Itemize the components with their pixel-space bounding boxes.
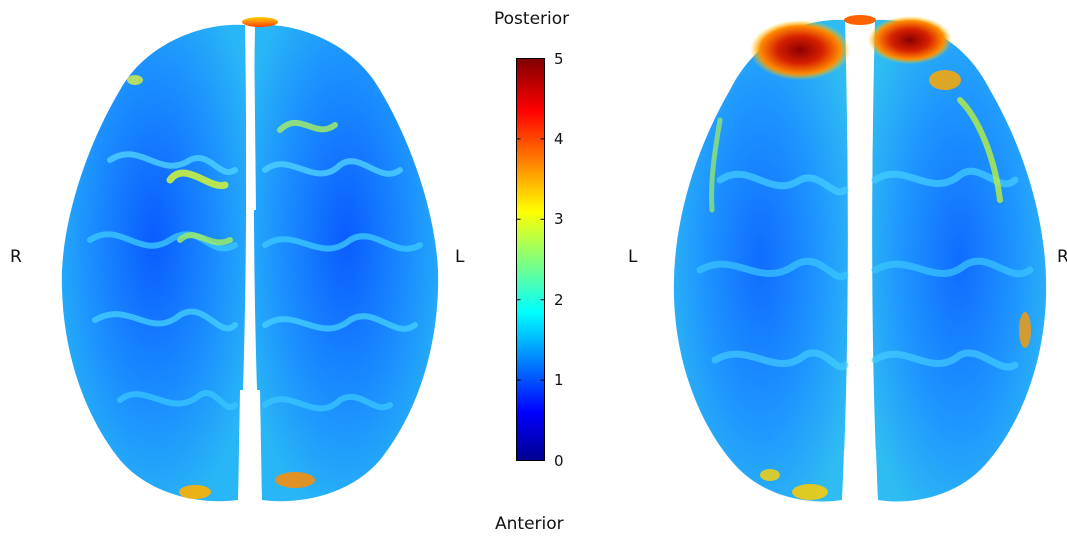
colorbar-tick-label: 0 xyxy=(554,451,564,470)
colorbar-tick-label: 3 xyxy=(554,210,564,229)
left-view-hemisphere-a xyxy=(61,24,247,502)
left-view-side-label-right: L xyxy=(455,247,465,267)
right-view-hemisphere-a xyxy=(673,19,848,502)
colorbar-tick-label: 4 xyxy=(554,129,564,148)
right-view-hemisphere-b xyxy=(872,19,1047,502)
right-view-side-label-right: R xyxy=(1057,247,1067,267)
colorbar-tick-label: 2 xyxy=(554,290,564,309)
left-view-hemisphere-b xyxy=(253,24,439,502)
colorbar-gradient xyxy=(516,58,545,461)
colorbar-tick-label: 1 xyxy=(554,371,564,390)
colorbar-tick-label: 5 xyxy=(554,49,564,68)
right-view-side-label-left: L xyxy=(628,247,638,267)
colorbar: 0 1 2 3 4 5 xyxy=(516,51,576,470)
brain-superior-view-image xyxy=(61,17,439,505)
anterior-label: Anterior xyxy=(495,514,564,534)
posterior-label: Posterior xyxy=(494,9,570,29)
left-view-side-label-left: R xyxy=(10,247,22,267)
brain-inferior-view-image xyxy=(673,15,1047,505)
